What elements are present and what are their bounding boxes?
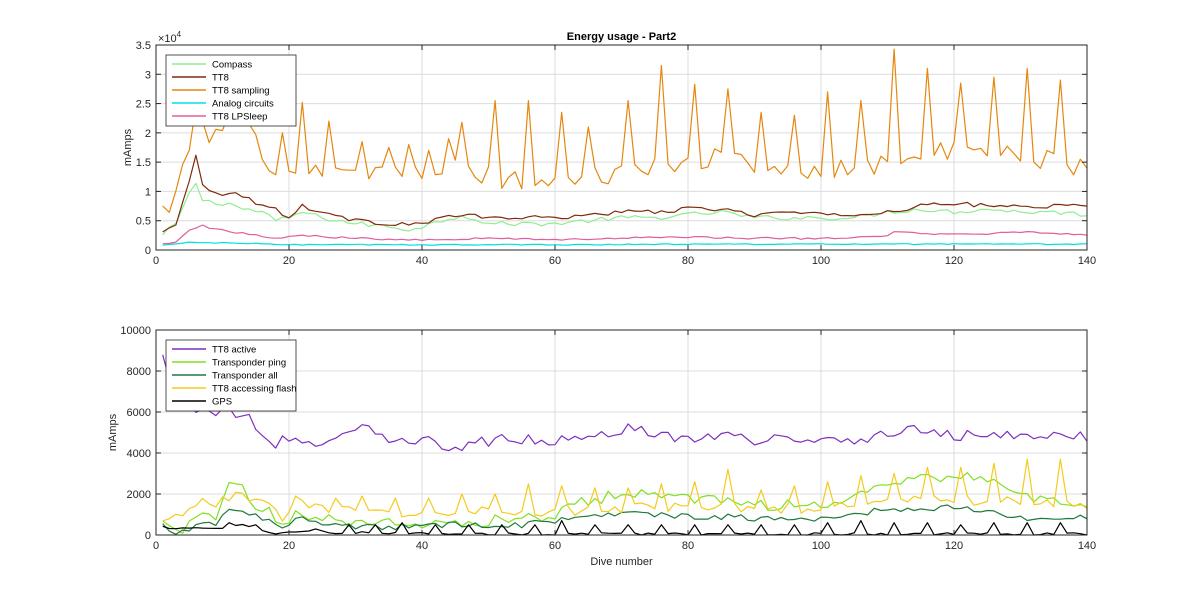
y-tick-label: 1 [145, 186, 151, 198]
axes-box [155, 329, 1088, 536]
x-tick-label: 80 [682, 255, 694, 267]
plot-area [156, 330, 1087, 535]
x-tick-label: 60 [549, 540, 561, 552]
legend-entry: TT8 accessing flash [212, 384, 296, 395]
y-tick-label: 3 [145, 69, 151, 81]
x-tick-label: 0 [153, 255, 159, 267]
legend-entry: TT8 sampling [212, 86, 270, 97]
y-tick-label: 3.5 [136, 40, 151, 52]
series-line-compass [162, 182, 1088, 236]
series-line-tt8-active [162, 354, 1088, 452]
legend-entry: Analog circuits [212, 99, 274, 110]
series-line-transponder-all [162, 504, 1088, 535]
chart-title: Energy usage - Part2 [567, 31, 676, 43]
x-tick-label: 140 [1078, 540, 1096, 552]
series-line-transponder-ping [162, 472, 1088, 534]
legend: Compass TT8 TT8 sampling Analog circuits TT8… [165, 54, 297, 127]
chart-panel-1: 0 20 40 60 80 100 120 140 0 0.5 1 1.5 2 2.5 3 3.5 ×104 En… [122, 30, 1096, 267]
y-tick-label: 0 [145, 530, 151, 542]
x-tick-label: 60 [549, 255, 561, 267]
x-tick-label: 120 [945, 255, 963, 267]
y-tick-label: 6000 [127, 407, 151, 419]
series-line-gps [162, 520, 1088, 536]
axes-box [155, 44, 1088, 251]
y-tick-label: 2 [145, 128, 151, 140]
x-tick-label: 20 [283, 540, 295, 552]
x-tick-label: 40 [416, 255, 428, 267]
y-tick-label: 2.5 [136, 99, 151, 111]
y-exponent-label: ×104 [158, 30, 182, 45]
legend-entry: Compass [212, 60, 252, 71]
x-tick-label: 0 [153, 540, 159, 552]
series-line-tt8-accessing-flash [162, 458, 1088, 522]
x-tick-label: 100 [812, 255, 830, 267]
series-line-tt8-sampling [162, 48, 1088, 213]
x-tick-label: 80 [682, 540, 694, 552]
y-tick-label: 0.5 [136, 216, 151, 228]
legend-entry: Transponder all [212, 371, 278, 382]
y-axis-label: mAmps [107, 413, 119, 451]
x-tick-label: 20 [283, 255, 295, 267]
x-axis-label: Dive number [590, 556, 653, 568]
legend: TT8 active Transponder ping Transponder al… [165, 339, 296, 412]
x-tick-label: 140 [1078, 255, 1096, 267]
x-tick-label: 100 [812, 540, 830, 552]
legend-entry: TT8 LPSleep [212, 112, 267, 123]
x-tick-label: 120 [945, 540, 963, 552]
legend-entry: Transponder ping [212, 358, 286, 369]
y-tick-label: 0 [145, 245, 151, 257]
y-tick-label: 10000 [120, 325, 151, 337]
series-line-analog-circuits [162, 241, 1088, 246]
series-line-tt8 [162, 154, 1088, 233]
y-tick-label: 4000 [127, 448, 151, 460]
y-tick-label: 1.5 [136, 157, 151, 169]
legend-entry: TT8 [212, 73, 229, 84]
x-tick-label: 40 [416, 540, 428, 552]
series-line-tt8-lpsleep [162, 224, 1088, 245]
legend-entry: GPS [212, 397, 232, 408]
chart-panel-2: 0 20 40 60 80 100 120 140 0 2000 4000 6000 8000 10000… [107, 325, 1096, 568]
y-tick-label: 2000 [127, 489, 151, 501]
y-tick-label: 8000 [127, 366, 151, 378]
y-axis-label: mAmps [122, 128, 134, 166]
legend-entry: TT8 active [212, 345, 256, 356]
